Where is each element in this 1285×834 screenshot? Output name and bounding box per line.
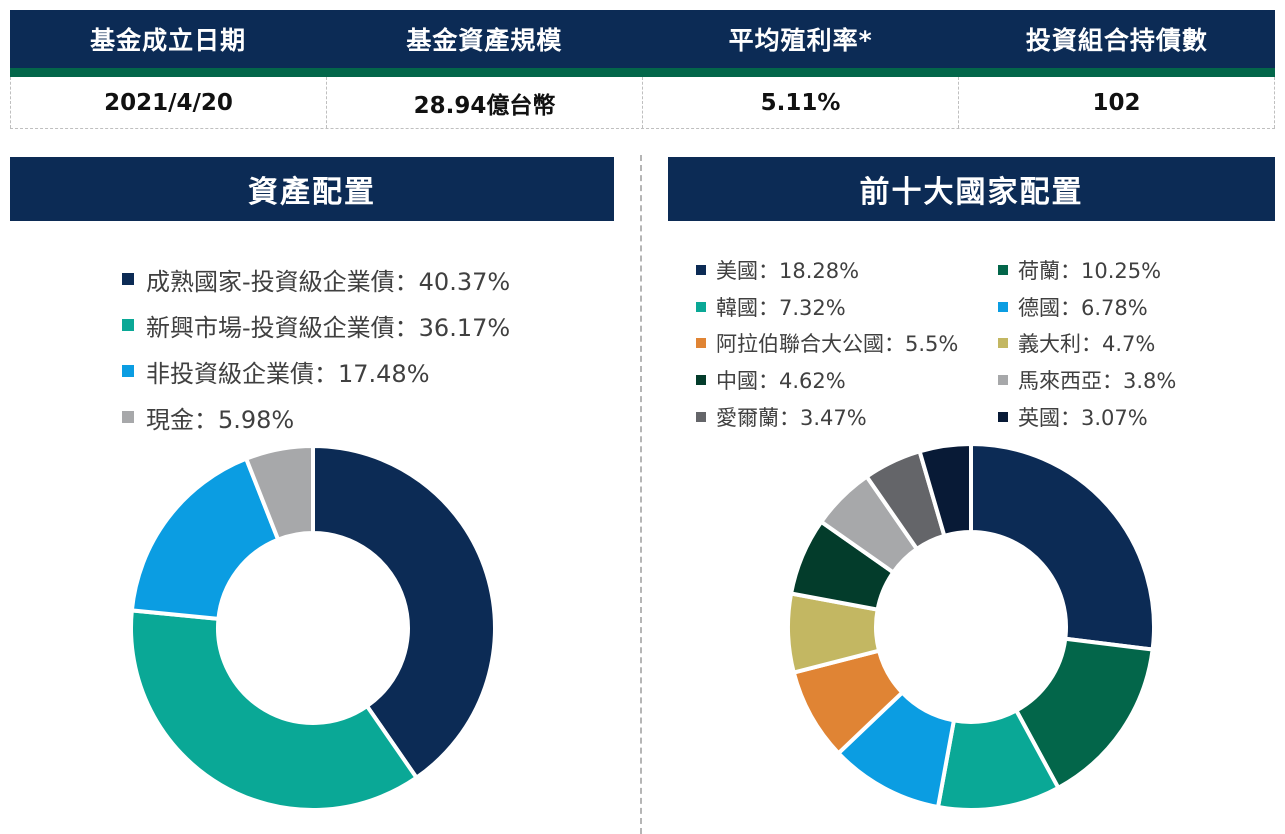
legend-item: 非投資級企業債：17.48% — [122, 348, 510, 394]
legend-item: 中國：4.62% — [696, 362, 958, 399]
legend-swatch — [998, 265, 1008, 276]
legend-swatch — [696, 375, 706, 386]
legend-label: 韓國：7.32% — [716, 295, 846, 320]
donut-slice-4 — [243, 443, 315, 543]
legend-swatch — [122, 273, 134, 285]
donut-slice-10 — [917, 441, 973, 539]
legend-swatch — [122, 319, 134, 331]
legend-label: 義大利：4.7% — [1018, 332, 1156, 357]
legend-label: 荷蘭：10.25% — [1018, 259, 1162, 284]
legend-swatch — [696, 265, 706, 276]
legend-swatch — [998, 338, 1008, 349]
legend-item: 英國：3.07% — [998, 398, 1176, 435]
legend-label: 阿拉伯聯合大公國：5.5% — [716, 332, 959, 357]
value-fund-size: 28.94億台幣 — [327, 77, 643, 128]
header-fund-size: 基金資產規模 — [406, 26, 563, 55]
country-legend-column-2: 荷蘭：10.25% 德國：6.78% 義大利：4.7% 馬來西亞：3.8% 英國… — [998, 252, 1176, 435]
fund-summary-table: 基金成立日期 基金資產規模 平均殖利率* 投資組合持債數 2021/4/20 2… — [10, 10, 1275, 129]
legend-label: 愛爾蘭：3.47% — [716, 405, 867, 430]
legend-item: 愛爾蘭：3.47% — [696, 398, 958, 435]
legend-item: 美國：18.28% — [696, 252, 958, 289]
legend-label: 現金：5.98% — [146, 405, 295, 434]
asset-allocation-donut-chart — [129, 443, 497, 812]
panel-divider — [640, 155, 642, 834]
asset-allocation-legend: 成熟國家-投資級企業債：40.37% 新興市場-投資級企業債：36.17% 非投… — [122, 256, 510, 440]
legend-label: 中國：4.62% — [716, 369, 846, 394]
legend-swatch — [998, 411, 1008, 422]
donut-slice-1 — [311, 443, 497, 781]
legend-item: 阿拉伯聯合大公國：5.5% — [696, 325, 958, 362]
top-countries-title: 前十大國家配置 — [668, 157, 1275, 221]
legend-item: 德國：6.78% — [998, 289, 1176, 326]
top-countries-donut-chart — [786, 441, 1156, 812]
value-average-yield: 5.11% — [643, 77, 959, 128]
legend-swatch — [998, 301, 1008, 312]
legend-swatch — [696, 411, 706, 422]
value-inception-date: 2021/4/20 — [10, 77, 327, 128]
legend-item: 義大利：4.7% — [998, 325, 1176, 362]
legend-label: 美國：18.28% — [716, 259, 860, 284]
legend-item: 成熟國家-投資級企業債：40.37% — [122, 256, 510, 302]
header-inception-date: 基金成立日期 — [90, 26, 247, 55]
legend-label: 成熟國家-投資級企業債：40.37% — [146, 267, 511, 296]
legend-item: 現金：5.98% — [122, 394, 510, 440]
legend-label: 新興市場-投資級企業債：36.17% — [146, 313, 511, 342]
header-average-yield: 平均殖利率* — [728, 26, 873, 55]
legend-swatch — [696, 338, 706, 349]
legend-swatch — [696, 301, 706, 312]
donut-slice-1 — [969, 441, 1156, 652]
header-holdings-count: 投資組合持債數 — [1025, 26, 1208, 55]
legend-label: 德國：6.78% — [1018, 295, 1148, 320]
donut-slice-2 — [129, 608, 420, 812]
legend-label: 英國：3.07% — [1018, 405, 1148, 430]
donut-slice-3 — [129, 456, 281, 622]
legend-label: 非投資級企業債：17.48% — [146, 359, 430, 388]
legend-swatch — [122, 365, 134, 377]
summary-accent-bar — [10, 68, 1275, 77]
legend-item: 新興市場-投資級企業債：36.17% — [122, 302, 510, 348]
legend-swatch — [122, 411, 134, 423]
country-legend-column-1: 美國：18.28% 韓國：7.32% 阿拉伯聯合大公國：5.5% 中國：4.62… — [696, 252, 958, 435]
value-holdings-count: 102 — [959, 77, 1275, 128]
legend-label: 馬來西亞：3.8% — [1018, 369, 1177, 394]
legend-swatch — [998, 375, 1008, 386]
summary-value-row: 2021/4/20 28.94億台幣 5.11% 102 — [10, 77, 1275, 129]
legend-item: 韓國：7.32% — [696, 289, 958, 326]
legend-item: 荷蘭：10.25% — [998, 252, 1176, 289]
asset-allocation-title: 資產配置 — [10, 157, 614, 221]
summary-header-row: 基金成立日期 基金資產規模 平均殖利率* 投資組合持債數 — [10, 10, 1275, 68]
legend-item: 馬來西亞：3.8% — [998, 362, 1176, 399]
